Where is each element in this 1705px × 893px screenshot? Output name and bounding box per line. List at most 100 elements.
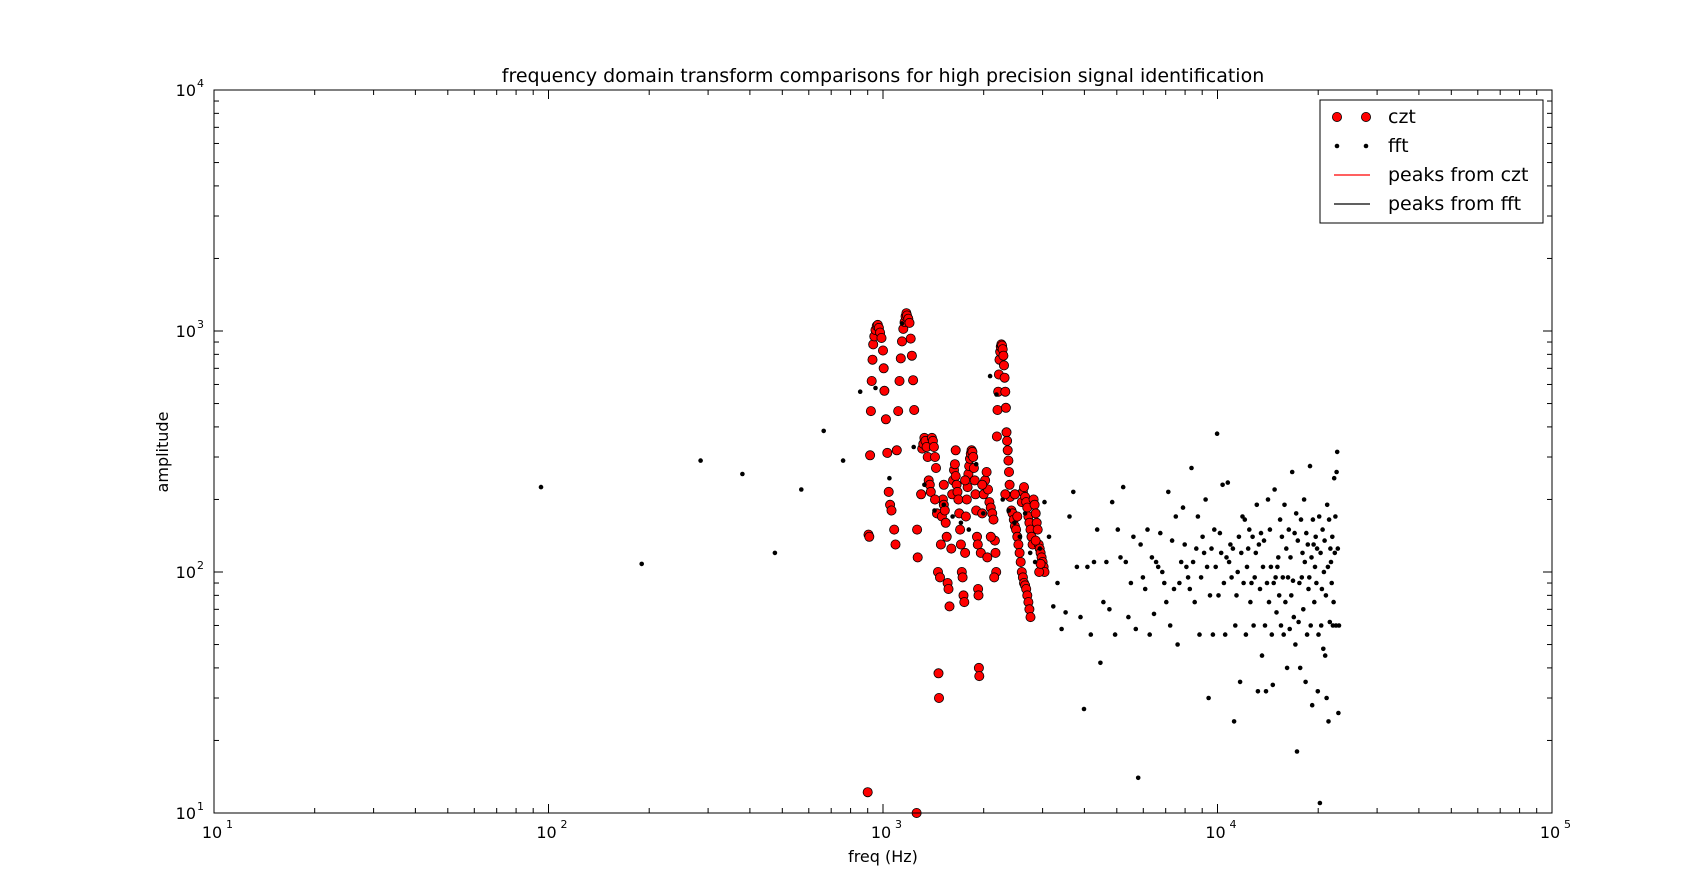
czt-point bbox=[1002, 445, 1013, 456]
fft-point bbox=[1304, 632, 1310, 637]
fft-point bbox=[1287, 626, 1292, 632]
fft-point bbox=[1128, 580, 1134, 586]
czt-point bbox=[865, 406, 876, 417]
czt-point bbox=[879, 385, 890, 396]
x-tick-exponent: 2 bbox=[561, 818, 568, 831]
fft-point bbox=[1207, 593, 1213, 598]
fft-point bbox=[1323, 593, 1329, 598]
fft-point bbox=[1206, 695, 1211, 701]
fft-point bbox=[1120, 484, 1126, 490]
fft-point bbox=[1155, 564, 1161, 570]
fft-point bbox=[1309, 555, 1314, 560]
fft-point bbox=[1131, 534, 1136, 540]
fft-point bbox=[1314, 580, 1319, 586]
fft-point bbox=[1231, 719, 1237, 724]
x-tick-label: 10 bbox=[871, 823, 891, 842]
fft-point bbox=[1192, 599, 1197, 605]
fft-point bbox=[1326, 517, 1332, 522]
legend-label: peaks from czt bbox=[1388, 164, 1528, 186]
czt-point bbox=[865, 450, 876, 461]
fft-point bbox=[941, 502, 947, 508]
czt-point bbox=[891, 445, 902, 456]
x-axis-label: freq (Hz) bbox=[848, 847, 918, 866]
fft-point bbox=[1285, 575, 1291, 580]
legend-label: peaks from fft bbox=[1388, 193, 1521, 215]
legend-czt-marker bbox=[1332, 112, 1343, 123]
legend-fft-marker bbox=[1363, 143, 1369, 149]
czt-point bbox=[1012, 511, 1023, 522]
y-tick-label: 10 bbox=[176, 804, 196, 823]
fft-point bbox=[1294, 749, 1300, 754]
y-tick-label: 10 bbox=[176, 563, 196, 582]
fft-point bbox=[1276, 555, 1281, 560]
fft-point bbox=[1094, 527, 1100, 532]
fft-point bbox=[1250, 534, 1255, 540]
fft-point bbox=[1275, 564, 1280, 570]
czt-point bbox=[904, 317, 915, 328]
fft-point bbox=[1245, 546, 1251, 551]
fft-point bbox=[1301, 497, 1307, 502]
fft-point bbox=[1022, 511, 1028, 516]
czt-point bbox=[943, 584, 954, 595]
fft-point bbox=[1189, 465, 1194, 471]
fft-point bbox=[1178, 559, 1184, 565]
fft-point bbox=[1334, 469, 1339, 475]
legend-label: czt bbox=[1388, 106, 1416, 128]
czt-point bbox=[905, 333, 916, 344]
y-tick-label: 10 bbox=[176, 322, 196, 341]
fft-point bbox=[1331, 475, 1337, 481]
y-tick-exponent: 2 bbox=[197, 559, 204, 572]
fft-point bbox=[1320, 527, 1325, 532]
fft-point bbox=[1318, 623, 1324, 628]
fft-point bbox=[1273, 575, 1278, 580]
fft-point bbox=[911, 444, 916, 450]
czt-point bbox=[950, 445, 961, 456]
czt-point bbox=[973, 590, 984, 601]
fft-point bbox=[1046, 534, 1052, 540]
czt-point bbox=[999, 360, 1010, 371]
x-tick-exponent: 1 bbox=[226, 818, 233, 831]
czt-point bbox=[897, 336, 908, 347]
fft-point bbox=[1326, 719, 1331, 724]
czt-point bbox=[878, 363, 889, 374]
czt-point bbox=[889, 524, 900, 535]
fft-point bbox=[1312, 564, 1318, 570]
czt-point bbox=[1014, 547, 1025, 558]
fft-point bbox=[1234, 593, 1239, 598]
fft-point bbox=[1278, 623, 1284, 628]
czt-point bbox=[895, 353, 906, 364]
fft-point bbox=[1295, 538, 1301, 543]
fft-point bbox=[1242, 517, 1248, 522]
czt-point bbox=[989, 572, 1000, 583]
fft-point bbox=[1233, 623, 1238, 628]
fft-point bbox=[1331, 599, 1336, 605]
fft-point bbox=[1135, 775, 1141, 781]
fft-point bbox=[1203, 497, 1208, 502]
fft-point bbox=[1243, 632, 1249, 637]
czt-point bbox=[953, 494, 964, 505]
czt-point bbox=[982, 552, 993, 563]
fft-point bbox=[1325, 564, 1331, 570]
czt-point bbox=[988, 514, 999, 525]
fft-point bbox=[1284, 546, 1289, 551]
fft-point bbox=[1263, 689, 1269, 694]
fft-point bbox=[1293, 642, 1298, 647]
czt-point bbox=[1015, 557, 1026, 568]
fft-point bbox=[1167, 623, 1173, 628]
fft-point bbox=[840, 458, 846, 463]
fft-point bbox=[1138, 542, 1143, 547]
fft-point bbox=[1212, 527, 1217, 532]
fft-point bbox=[1088, 632, 1094, 637]
fft-point bbox=[1187, 586, 1193, 592]
fft-point bbox=[1133, 626, 1139, 632]
fft-point bbox=[1328, 559, 1334, 565]
czt-point bbox=[1001, 427, 1012, 438]
fft-point bbox=[1037, 546, 1043, 551]
fft-point bbox=[1012, 520, 1017, 526]
fft-point bbox=[1306, 586, 1311, 592]
czt-point bbox=[1019, 482, 1030, 493]
fft-point bbox=[1289, 593, 1294, 598]
czt-point bbox=[882, 447, 893, 458]
series-layer bbox=[538, 308, 1342, 819]
fft-point bbox=[1081, 706, 1087, 712]
